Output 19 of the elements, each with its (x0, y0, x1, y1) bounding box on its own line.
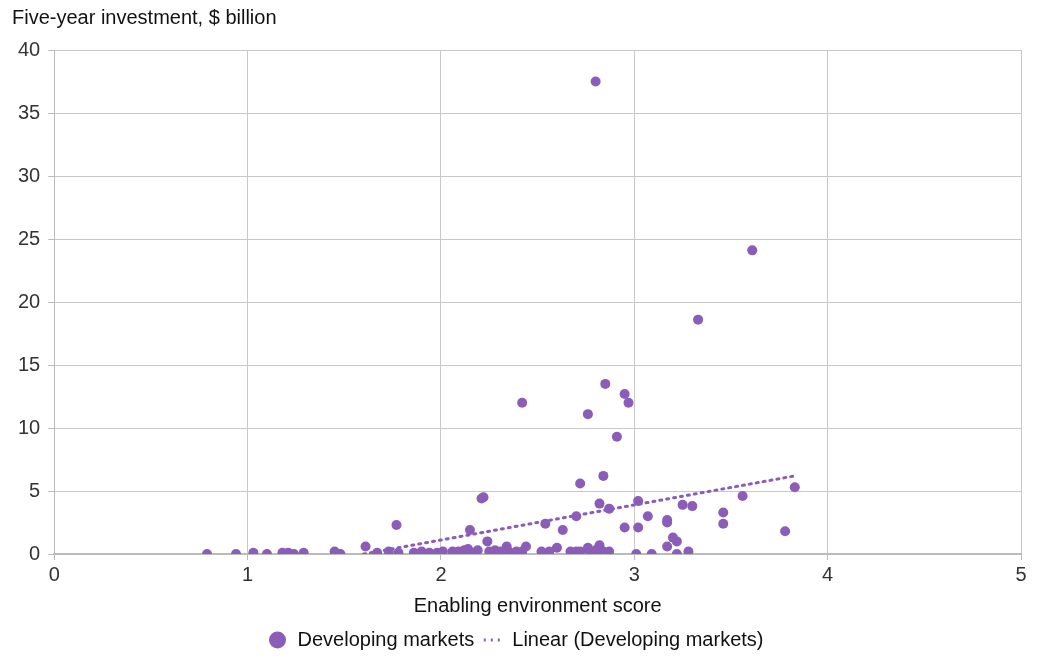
y-axis-title: Five-year investment, $ billion (12, 6, 277, 29)
y-tick-label: 25 (18, 226, 41, 249)
y-tick-label: 30 (18, 163, 41, 186)
x-tick-label: 4 (822, 562, 834, 585)
x-tick-label: 2 (435, 562, 447, 585)
y-tick-label: 40 (18, 37, 41, 60)
legend-label: Developing markets (297, 627, 475, 650)
x-tick-label: 1 (242, 562, 254, 585)
y-tick-label: 5 (29, 478, 41, 501)
x-axis-title: Enabling environment score (413, 593, 662, 616)
x-tick-label: 3 (628, 562, 640, 585)
x-tick-label: 5 (1015, 562, 1027, 585)
y-tick-label: 20 (18, 289, 41, 312)
y-tick-label: 10 (18, 415, 41, 438)
x-tick-label: 0 (48, 562, 60, 585)
y-tick-label: 35 (18, 100, 41, 123)
y-tick-label: 0 (29, 541, 41, 564)
legend-label: Linear (Developing markets) (512, 627, 764, 650)
y-tick-label: 15 (18, 352, 41, 375)
